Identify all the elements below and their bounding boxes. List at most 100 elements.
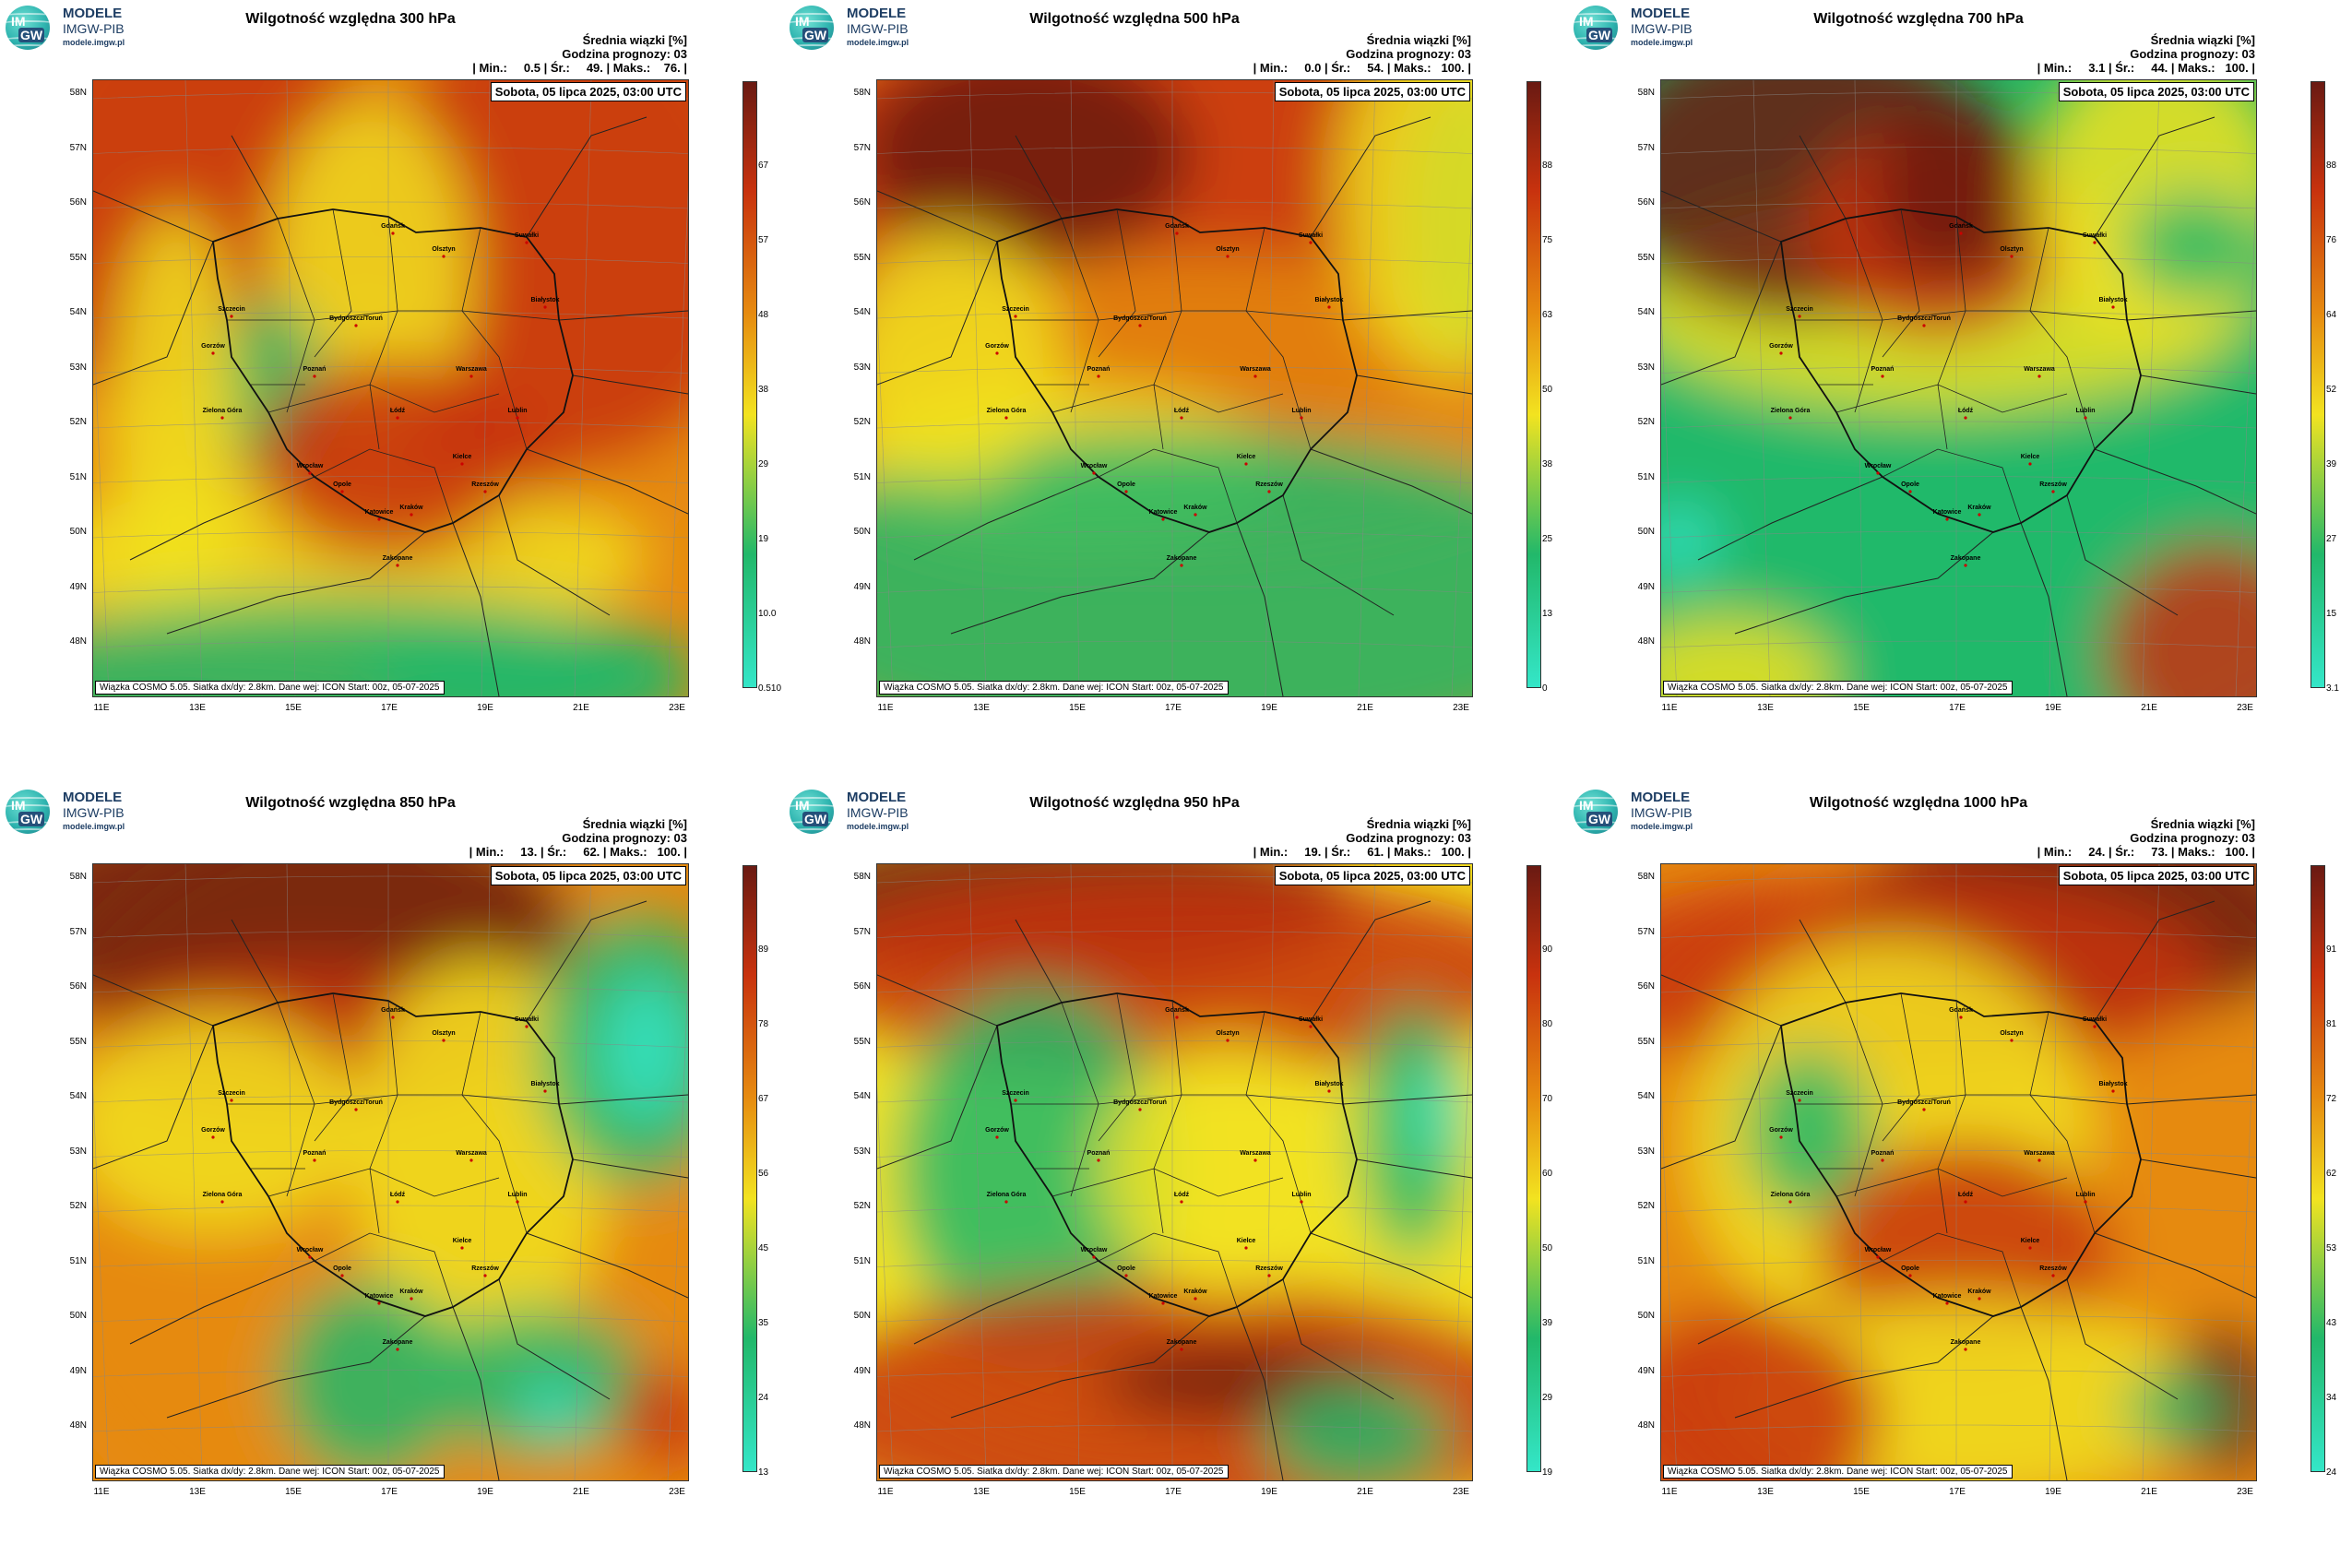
city-label: Olsztyn [2000, 1030, 2023, 1037]
city-label: Katowice [1149, 1293, 1178, 1300]
city-label: Zakopane [1951, 555, 1981, 562]
logo-wave [6, 20, 50, 28]
city-label: Gorzów [985, 1127, 1009, 1134]
city-marker [1959, 232, 1963, 235]
city-label: Suwałki [515, 1016, 539, 1023]
latitude-label: 58N [853, 88, 871, 98]
city-label: Kielce [453, 1238, 472, 1244]
country-border [572, 374, 688, 395]
latitude-line [877, 421, 1472, 429]
longitude-label: 23E [2237, 1487, 2253, 1497]
city-marker [1964, 564, 1967, 567]
longitude-line [968, 864, 987, 1480]
city-label: Poznań [1871, 1150, 1895, 1157]
logo-wave [790, 44, 834, 50]
longitude-line [481, 864, 491, 1480]
imgw-logo[interactable]: IM GW MODELE IMGW-PIB modele.imgw.pl [6, 790, 162, 834]
longitude-line [574, 80, 592, 696]
latitude-line [877, 1040, 1472, 1048]
latitude-line [877, 1150, 1472, 1158]
city-marker [220, 1200, 224, 1204]
city-marker [1881, 374, 1884, 378]
imgw-logo[interactable]: IM GW MODELE IMGW-PIB modele.imgw.pl [1574, 6, 1730, 50]
country-border [129, 1260, 315, 1345]
longitude-label: 13E [189, 1487, 206, 1497]
city-label: Poznań [1087, 366, 1111, 373]
logo-name: MODELE [1631, 790, 1691, 805]
colorbar-tick-label: 38 [1542, 459, 1553, 469]
imgw-logo[interactable]: IM GW MODELE IMGW-PIB modele.imgw.pl [1574, 790, 1730, 834]
city-marker [1908, 490, 1912, 493]
country-border [950, 531, 1210, 635]
city-marker [525, 241, 529, 244]
relative-humidity-map[interactable]: Gdańsk Olsztyn Suwałki Białystok Szczecin Byd… [92, 79, 689, 697]
city-label: Gdańsk [381, 1007, 405, 1014]
latitude-label: 57N [1637, 926, 1655, 937]
latitude-line [877, 931, 1472, 938]
forecast-hour-label: Godzina prognozy: 03 [562, 831, 687, 845]
map-canvas: Gdańsk Olsztyn Suwałki Białystok Szczecin Byd… [877, 80, 1472, 696]
min-mean-max-stats: | Min.: 19. | Śr.: 61. | Maks.: 100. | [1253, 845, 1471, 859]
country-border [498, 494, 611, 616]
relative-humidity-map[interactable]: Gdańsk Olsztyn Suwałki Białystok Szczecin Byd… [92, 863, 689, 1481]
city-label: Opole [1901, 1265, 1919, 1272]
latitude-label: 51N [1637, 471, 1655, 482]
longitude-line [2235, 971, 2256, 1480]
country-border [1799, 135, 1847, 220]
city-label: Warszawa [456, 366, 487, 373]
city-label: Szczecin [218, 1090, 245, 1097]
relative-humidity-map[interactable]: Gdańsk Olsztyn Suwałki Białystok Szczecin Byd… [876, 863, 1473, 1481]
longitude-label: 17E [1949, 1487, 1966, 1497]
city-label: Warszawa [2024, 1150, 2055, 1157]
imgw-logo[interactable]: IM GW MODELE IMGW-PIB modele.imgw.pl [6, 6, 162, 50]
city-marker [1964, 416, 1967, 420]
voivodeship-border [2029, 227, 2096, 450]
voivodeship-border [1937, 1000, 1966, 1234]
latitude-line [1661, 640, 2256, 648]
colorbar-tick-label: 45 [758, 1243, 769, 1253]
logo-org: IMGW-PIB [63, 805, 125, 820]
city-marker [230, 1099, 233, 1102]
latitude-line [877, 1314, 1472, 1323]
country-border [2020, 522, 2068, 696]
city-label: Katowice [1149, 509, 1178, 516]
city-label: Opole [1117, 1265, 1135, 1272]
city-label: Gorzów [201, 1127, 225, 1134]
city-marker [1175, 1016, 1179, 1019]
logo-emblem: IM GW [1574, 790, 1618, 834]
country-border [1236, 1306, 1284, 1480]
forecast-date-label: Sobota, 05 lipca 2025, 03:00 UTC [1274, 866, 1470, 885]
country-border [1342, 310, 1472, 321]
relative-humidity-map[interactable]: Gdańsk Olsztyn Suwałki Białystok Szczecin Byd… [876, 79, 1473, 697]
imgw-logo[interactable]: IM GW MODELE IMGW-PIB modele.imgw.pl [790, 6, 946, 50]
humidity-colorbar [1526, 865, 1541, 1472]
voivodeship-border [314, 208, 352, 358]
humidity-colorbar [2310, 865, 2325, 1472]
colorbar-tick-label: 39 [1542, 1318, 1553, 1328]
latitude-label: 57N [69, 926, 87, 937]
latitude-line [1661, 476, 2256, 483]
colorbar-tick-label: 80 [1542, 1019, 1553, 1029]
city-marker [442, 255, 445, 258]
imgw-logo[interactable]: IM GW MODELE IMGW-PIB modele.imgw.pl [790, 790, 946, 834]
relative-humidity-map[interactable]: Gdańsk Olsztyn Suwałki Białystok Szczecin Byd… [1660, 79, 2257, 697]
colorbar-tick-label: 75 [1542, 235, 1553, 245]
latitude-label: 56N [69, 197, 87, 208]
longitude-line [2142, 80, 2160, 696]
city-label: Olsztyn [1216, 246, 1239, 253]
logo-org: IMGW-PIB [63, 21, 125, 36]
logo-url: modele.imgw.pl [1631, 822, 1693, 831]
humidity-field [93, 864, 688, 1480]
longitude-label: 17E [381, 703, 398, 713]
city-label: Lublin [2076, 1192, 2096, 1198]
relative-humidity-map[interactable]: Gdańsk Olsztyn Suwałki Białystok Szczecin Byd… [1660, 863, 2257, 1481]
city-marker [1180, 1348, 1183, 1351]
poland-border [212, 992, 574, 1317]
country-border [572, 1158, 688, 1179]
latitude-line [1661, 586, 2256, 593]
city-marker [1244, 1246, 1248, 1250]
country-border [2126, 1094, 2256, 1105]
latitude-line [877, 147, 1472, 154]
city-label: Zielona Góra [987, 1192, 1027, 1198]
latitude-line [1661, 147, 2256, 154]
